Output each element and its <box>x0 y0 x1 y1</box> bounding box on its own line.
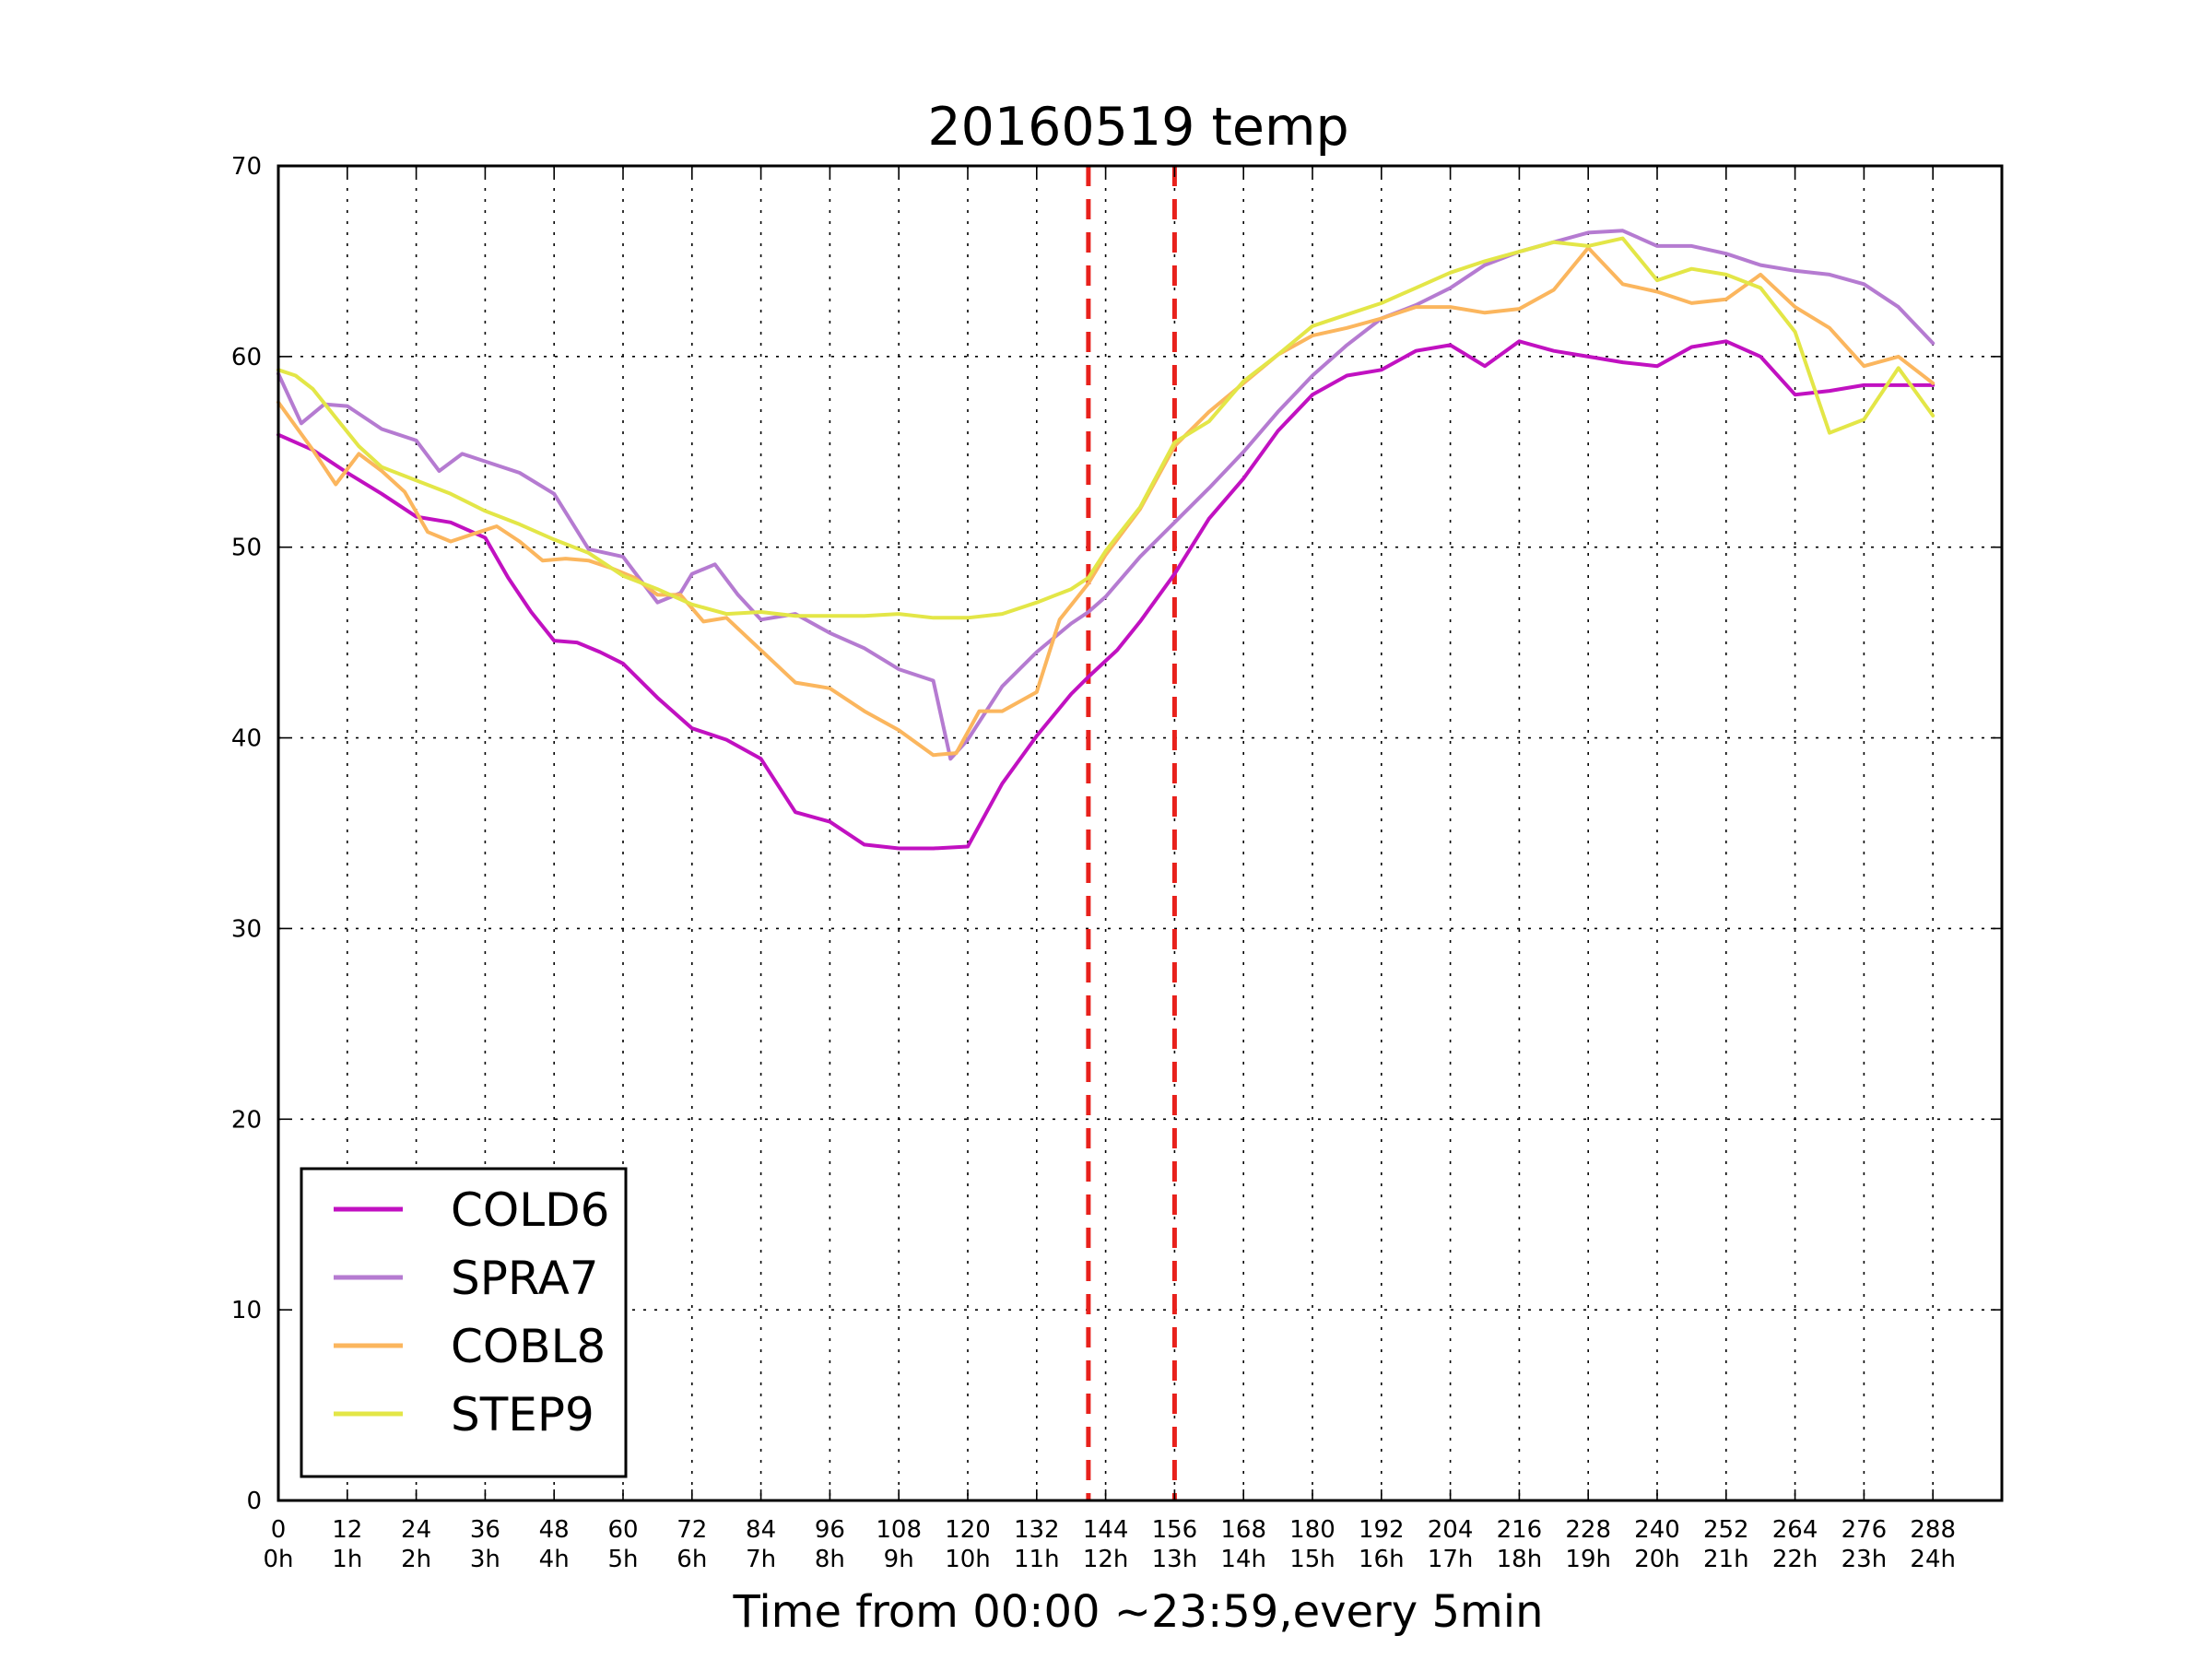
legend-box <box>300 1167 628 1478</box>
y-tick-label: 40 <box>231 725 262 753</box>
x-tick-hour-label: 17h <box>1428 1546 1474 1573</box>
x-tick-hour-label: 22h <box>1772 1546 1818 1573</box>
x-tick-hour-label: 4h <box>539 1546 570 1573</box>
legend-label-spra7: SPRA7 <box>451 1252 599 1305</box>
x-tick-label: 276 <box>1841 1516 1888 1544</box>
x-tick-label: 216 <box>1497 1516 1543 1544</box>
legend: COLD6 SPRA7 COBL8 STEP9 <box>300 1167 628 1478</box>
x-tick-hour-label: 20h <box>1634 1546 1680 1573</box>
grid-lines <box>277 165 2002 1501</box>
x-tick-label: 168 <box>1220 1516 1266 1544</box>
x-tick-label: 108 <box>876 1516 922 1544</box>
x-tick-label: 144 <box>1083 1516 1129 1544</box>
series-line-cold6 <box>276 339 1936 851</box>
x-tick-hour-label: 6h <box>677 1546 707 1573</box>
x-tick-hour-label: 2h <box>401 1546 431 1573</box>
x-tick-hour-label: 1h <box>332 1546 362 1573</box>
x-tick-label: 156 <box>1152 1516 1198 1544</box>
series-line-step9 <box>276 236 1936 620</box>
series-line-cobl8 <box>276 245 1936 758</box>
x-tick-label: 60 <box>607 1516 638 1544</box>
x-tick-hour-label: 21h <box>1703 1546 1749 1573</box>
x-tick-label: 84 <box>746 1516 776 1544</box>
x-tick-hour-label: 12h <box>1083 1546 1129 1573</box>
x-tick-label: 228 <box>1565 1516 1611 1544</box>
x-tick-hour-label: 9h <box>884 1546 914 1573</box>
x-tick-hour-label: 10h <box>945 1546 991 1573</box>
x-tick-label: 180 <box>1289 1516 1335 1544</box>
x-tick-hour-label: 11h <box>1014 1546 1060 1573</box>
x-tick-hour-label: 0h <box>263 1546 293 1573</box>
legend-label-cobl8: COBL8 <box>451 1320 606 1373</box>
x-tick-label: 24 <box>401 1516 431 1544</box>
legend-label-cold6: COLD6 <box>451 1183 609 1237</box>
x-tick-hour-label: 23h <box>1841 1546 1888 1573</box>
chart-title: 20160519 temp <box>927 97 1348 158</box>
vertical-markers <box>1086 166 1177 1500</box>
x-tick-label: 252 <box>1703 1516 1749 1544</box>
x-tick-label: 132 <box>1014 1516 1060 1544</box>
x-tick-label: 72 <box>677 1516 707 1544</box>
x-axis-label: Time from 00:00 ~23:59,every 5min <box>733 1586 1544 1638</box>
x-tick-hour-label: 8h <box>815 1546 845 1573</box>
y-tick-labels: 0 10 20 30 40 50 60 70 <box>231 153 262 1515</box>
y-tick-label: 30 <box>231 915 262 943</box>
x-tick-hour-label: 18h <box>1497 1546 1543 1573</box>
x-tick-label: 264 <box>1772 1516 1818 1544</box>
plot-frame <box>276 164 2004 1502</box>
x-tick-label: 120 <box>945 1516 991 1544</box>
x-tick-label: 48 <box>539 1516 570 1544</box>
y-tick-label: 60 <box>231 344 262 371</box>
x-tick-hour-label: 19h <box>1565 1546 1611 1573</box>
x-tick-hour-label: 16h <box>1359 1546 1405 1573</box>
x-tick-hour-label: 15h <box>1289 1546 1335 1573</box>
x-tick-hour-label: 24h <box>1910 1546 1956 1573</box>
y-tick-label: 20 <box>231 1106 262 1134</box>
x-tick-hour-label: 5h <box>607 1546 638 1573</box>
x-tick-label: 288 <box>1910 1516 1956 1544</box>
y-tick-label: 10 <box>231 1297 262 1324</box>
x-tick-hour-label: 3h <box>470 1546 500 1573</box>
x-tick-hour-label: 13h <box>1152 1546 1198 1573</box>
y-tick-label: 70 <box>231 153 262 181</box>
y-tick-label: 50 <box>231 535 262 562</box>
y-tick-label: 0 <box>246 1488 262 1515</box>
x-tick-hour-label: 7h <box>746 1546 776 1573</box>
x-tick-label: 192 <box>1359 1516 1405 1544</box>
x-tick-hour-label: 14h <box>1220 1546 1266 1573</box>
x-tick-label: 12 <box>332 1516 362 1544</box>
axis-ticks <box>277 165 2002 1501</box>
x-tick-label: 240 <box>1634 1516 1680 1544</box>
x-tick-label: 204 <box>1428 1516 1474 1544</box>
x-tick-label: 36 <box>470 1516 500 1544</box>
legend-label-step9: STEP9 <box>451 1388 594 1441</box>
x-tick-label: 0 <box>271 1516 287 1544</box>
x-tick-label: 96 <box>815 1516 845 1544</box>
series-line-spra7 <box>276 229 1936 761</box>
series-lines <box>276 229 1936 851</box>
